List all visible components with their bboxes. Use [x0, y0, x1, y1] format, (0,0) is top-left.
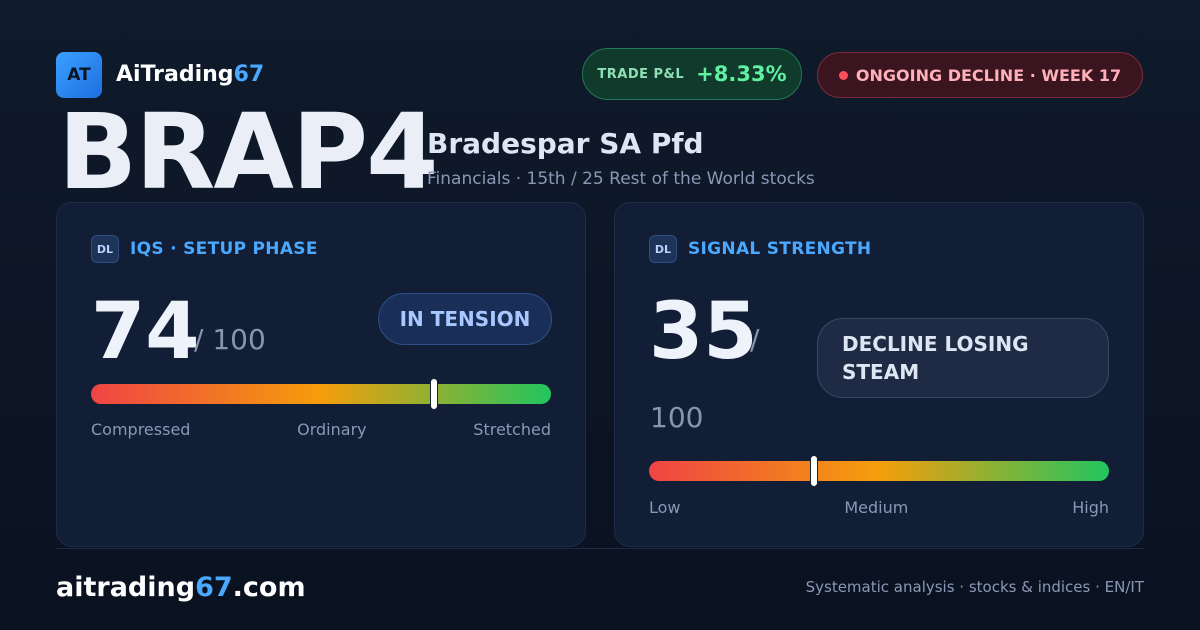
signal-state-badge: DECLINE LOSING STEAM [817, 318, 1109, 398]
iqs-card-tag: DL [91, 235, 119, 263]
company-name: Bradespar SA Pfd [427, 127, 704, 160]
iqs-gauge-marker [429, 378, 438, 410]
site-link[interactable]: aitrading67.com [56, 572, 306, 603]
site-link-tld: .com [232, 572, 306, 603]
iqs-card-title: IQS · SETUP PHASE [130, 239, 318, 259]
trade-pnl-badge: TRADE P&L +8.33% [582, 48, 802, 100]
site-link-main: aitrading [56, 572, 196, 603]
footer-tagline: Systematic analysis · stocks & indices ·… [805, 578, 1144, 596]
iqs-card: DL IQS · SETUP PHASE 74 / 100 IN TENSION… [56, 202, 586, 547]
signal-score-max: 100 [650, 401, 704, 434]
trend-status-text: ONGOING DECLINE · WEEK 17 [855, 65, 1122, 85]
signal-scale-mid: Medium [844, 498, 909, 517]
signal-scale-labels: Low Medium High [649, 498, 1109, 517]
signal-card-title: SIGNAL STRENGTH [688, 239, 872, 259]
brand-name-main: AiTrading [116, 62, 234, 87]
signal-gauge-marker [809, 455, 818, 487]
iqs-score: 74 [91, 287, 200, 377]
signal-score: 35 [649, 287, 758, 377]
iqs-scale-mid: Ordinary [297, 420, 367, 439]
signal-scale-high: High [1072, 498, 1109, 517]
ticker-symbol: BRAP4 [58, 91, 438, 213]
company-subtitle: Financials · 15th / 25 Rest of the World… [427, 169, 815, 189]
site-link-accent: 67 [195, 572, 233, 603]
signal-gauge-bar [649, 455, 1109, 487]
iqs-scale-labels: Compressed Ordinary Stretched [91, 420, 551, 439]
brand-name[interactable]: AiTrading67 [116, 62, 264, 87]
signal-scale-low: Low [649, 498, 681, 517]
signal-score-separator: / [750, 323, 760, 356]
signal-card: DL SIGNAL STRENGTH 35 / 100 DECLINE LOSI… [614, 202, 1144, 547]
trade-pnl-value: +8.33% [696, 62, 787, 86]
iqs-scale-high: Stretched [473, 420, 551, 439]
status-dot-icon [838, 70, 848, 80]
brand-name-accent: 67 [233, 62, 265, 87]
trade-pnl-label: TRADE P&L [597, 66, 685, 82]
signal-card-tag: DL [649, 235, 677, 263]
iqs-score-max: / 100 [194, 323, 266, 356]
iqs-gauge-bar [91, 378, 551, 410]
trend-status-badge: ONGOING DECLINE · WEEK 17 [817, 52, 1143, 98]
footer-divider [56, 548, 1144, 549]
iqs-scale-low: Compressed [91, 420, 191, 439]
iqs-state-badge: IN TENSION [378, 293, 552, 345]
brand-logo: AT [56, 52, 102, 98]
